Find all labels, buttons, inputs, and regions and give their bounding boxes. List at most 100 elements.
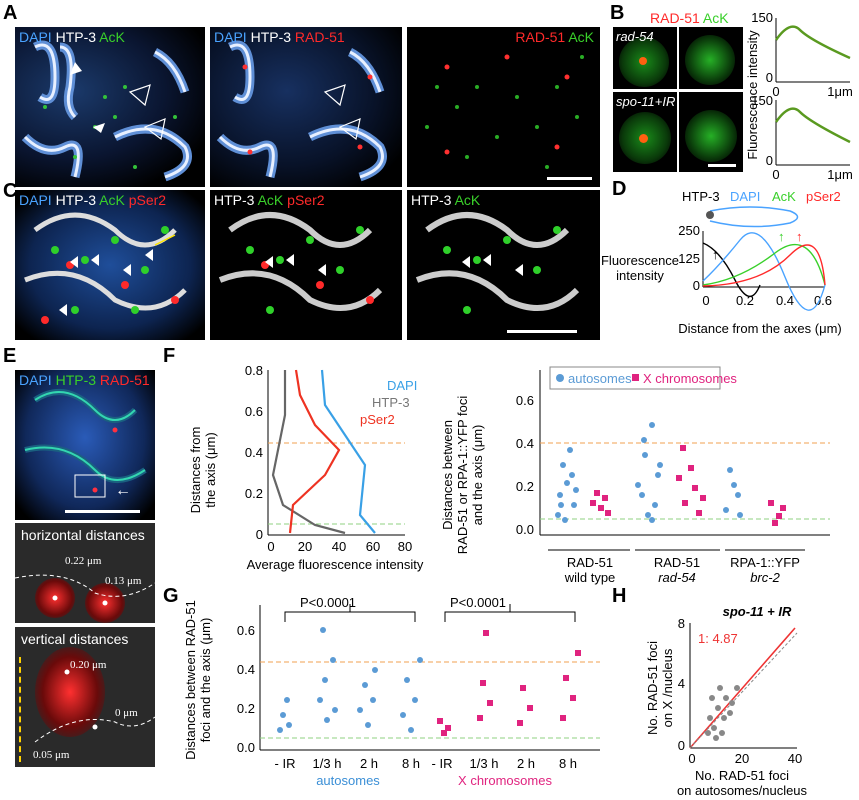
label-dapi: DAPI	[19, 372, 52, 388]
f-group-label: RAD-51	[654, 555, 700, 570]
h-xtick: 20	[735, 751, 749, 766]
f-legend-htp3: HTP-3	[372, 395, 410, 410]
micrograph-c2: HTP-3 AcK pSer2	[210, 190, 402, 340]
label-htp3: HTP-3	[214, 192, 255, 208]
e-horizontal-title: horizontal distances	[21, 527, 145, 543]
h-xlabel: on autosomes/nucleus	[677, 783, 808, 798]
chromosome-shapes	[415, 212, 580, 314]
f-left-ytick: 0.4	[245, 445, 263, 460]
chart-f-right: Distances between RAD-51 or RPA-1::YFP f…	[440, 366, 830, 585]
label-ack: AcK	[257, 192, 284, 208]
e-v3: 0.05 μm	[33, 749, 70, 761]
chromosome-shapes: ←	[24, 389, 147, 499]
chromosome-shapes	[24, 212, 187, 324]
f-legend-dapi: DAPI	[387, 378, 417, 393]
panel-label-a: A	[3, 2, 18, 24]
e-arrow: ←	[115, 482, 131, 499]
b-ytick: 0	[766, 70, 773, 85]
g-ytick: 0.4	[237, 662, 255, 677]
f-htp3-curve	[271, 370, 346, 535]
f-left-ylabel: Distances from	[188, 427, 203, 514]
e-v1: 0.20 μm	[70, 659, 107, 671]
b-curve	[774, 25, 851, 60]
h-ytick: 0	[678, 738, 685, 753]
g-xtick: 2 h	[360, 756, 378, 771]
g-xtick: 1/3 h	[470, 756, 499, 771]
chart-b: Fluorescence intensity 150 0 0 1μm 150 0…	[745, 10, 853, 182]
f-left-xtick: 60	[366, 539, 380, 554]
f-left-ytick: 0.8	[245, 363, 263, 378]
micrograph-e-vertical: vertical distances 0.20 μm 0 μm 0.05 μm	[15, 627, 155, 767]
f-dots-group2-x	[676, 445, 706, 516]
f-left-xtick: 0	[267, 539, 274, 554]
b-xtick: 1μm	[827, 167, 853, 182]
label-rad54: rad-54	[616, 29, 654, 44]
f-left-xtick: 40	[332, 539, 346, 554]
e-dashed-axis	[15, 574, 155, 606]
d-legend-ack: AcK	[772, 189, 796, 204]
chart-f-left: Distances from the axis (μm) 0.8 0.6 0.4…	[188, 363, 424, 572]
label-ack: AcK	[702, 10, 729, 26]
e-vertical-title: vertical distances	[21, 631, 129, 647]
f-legend-pser2: pSer2	[360, 412, 395, 427]
chromosome-shapes	[21, 40, 192, 182]
chart-d: HTP-3 DAPI AcK pSer2 Fluorescence intens…	[601, 189, 842, 336]
e-dashed-axis	[34, 669, 155, 743]
label-ack: AcK	[99, 192, 125, 208]
f-dots-group1-x	[590, 490, 611, 516]
g-dots-x	[437, 630, 581, 736]
e-h2: 0.13 μm	[105, 575, 142, 587]
h-ytick: 8	[678, 616, 685, 631]
d-ytick: 250	[678, 223, 700, 238]
h-ratio: 1: 4.87	[698, 631, 738, 646]
h-xtick: 0	[688, 751, 695, 766]
f-left-ytick: 0.6	[245, 404, 263, 419]
f-right-ytick: 0.0	[516, 522, 534, 537]
label-dapi: DAPI	[19, 192, 52, 208]
g-ytick: 0.2	[237, 701, 255, 716]
micrograph-e-main: ← DAPI HTP-3 RAD-51	[15, 370, 155, 520]
d-xtick: 0.2	[736, 293, 754, 308]
chromosome-shapes	[218, 212, 383, 314]
chromosome-shapes	[216, 40, 387, 182]
g-group-autosomes: autosomes	[316, 773, 380, 788]
label-pser2: pSer2	[128, 192, 167, 208]
h-dots	[705, 685, 740, 741]
d-legend-htp3: HTP-3	[682, 189, 720, 204]
g-xtick: 2 h	[517, 756, 535, 771]
panel-label-b: B	[610, 2, 625, 24]
b-xtick: 0	[772, 84, 779, 99]
f-right-ytick: 0.6	[516, 393, 534, 408]
g-ytick: 0.6	[237, 623, 255, 638]
g-dots-autosomes	[277, 627, 423, 733]
f-legend-x: X chromosomes	[643, 371, 737, 386]
e-h1: 0.22 μm	[65, 555, 102, 567]
micrograph-a2: DAPI HTP-3 RAD-51	[210, 27, 402, 187]
g-xtick: - IR	[432, 756, 453, 771]
f-group-label: wild type	[564, 570, 616, 585]
h-ylabel: on X /nucleus	[660, 648, 675, 727]
label-ack: AcK	[454, 192, 481, 208]
h-ytick: 4	[678, 676, 685, 691]
b-ylabel: Fluorescence intensity	[745, 30, 760, 160]
f-left-xlabel: Average fluorescence intensity	[247, 557, 424, 572]
d-arrow-black: ↑	[712, 247, 719, 262]
label-htp3: HTP-3	[411, 192, 452, 208]
f-right-ylabel: and the axis (μm)	[470, 425, 485, 526]
f-group-label: brc-2	[750, 570, 780, 585]
f-left-ytick: 0	[256, 527, 263, 542]
f-dots-group3-autosomes	[723, 467, 743, 518]
e-v2: 0 μm	[115, 707, 138, 719]
chart-g: Distances between RAD-51 foci and the ax…	[183, 595, 600, 788]
g-ylabel: Distances between RAD-51	[183, 600, 198, 760]
f-group-label: rad-54	[658, 570, 696, 585]
scale-bar	[547, 177, 592, 180]
micrograph-e-horizontal: horizontal distances 0.22 μm 0.13 μm	[15, 523, 155, 623]
f-dapi-curve	[320, 369, 376, 534]
g-pval-autosomes: P<0.0001	[300, 595, 356, 610]
panel-label-f: F	[163, 345, 176, 367]
d-ytick: 125	[678, 251, 700, 266]
d-dapi-curve	[702, 232, 826, 311]
g-xtick: 8 h	[559, 756, 577, 771]
d-legend-pser2: pSer2	[806, 189, 841, 204]
